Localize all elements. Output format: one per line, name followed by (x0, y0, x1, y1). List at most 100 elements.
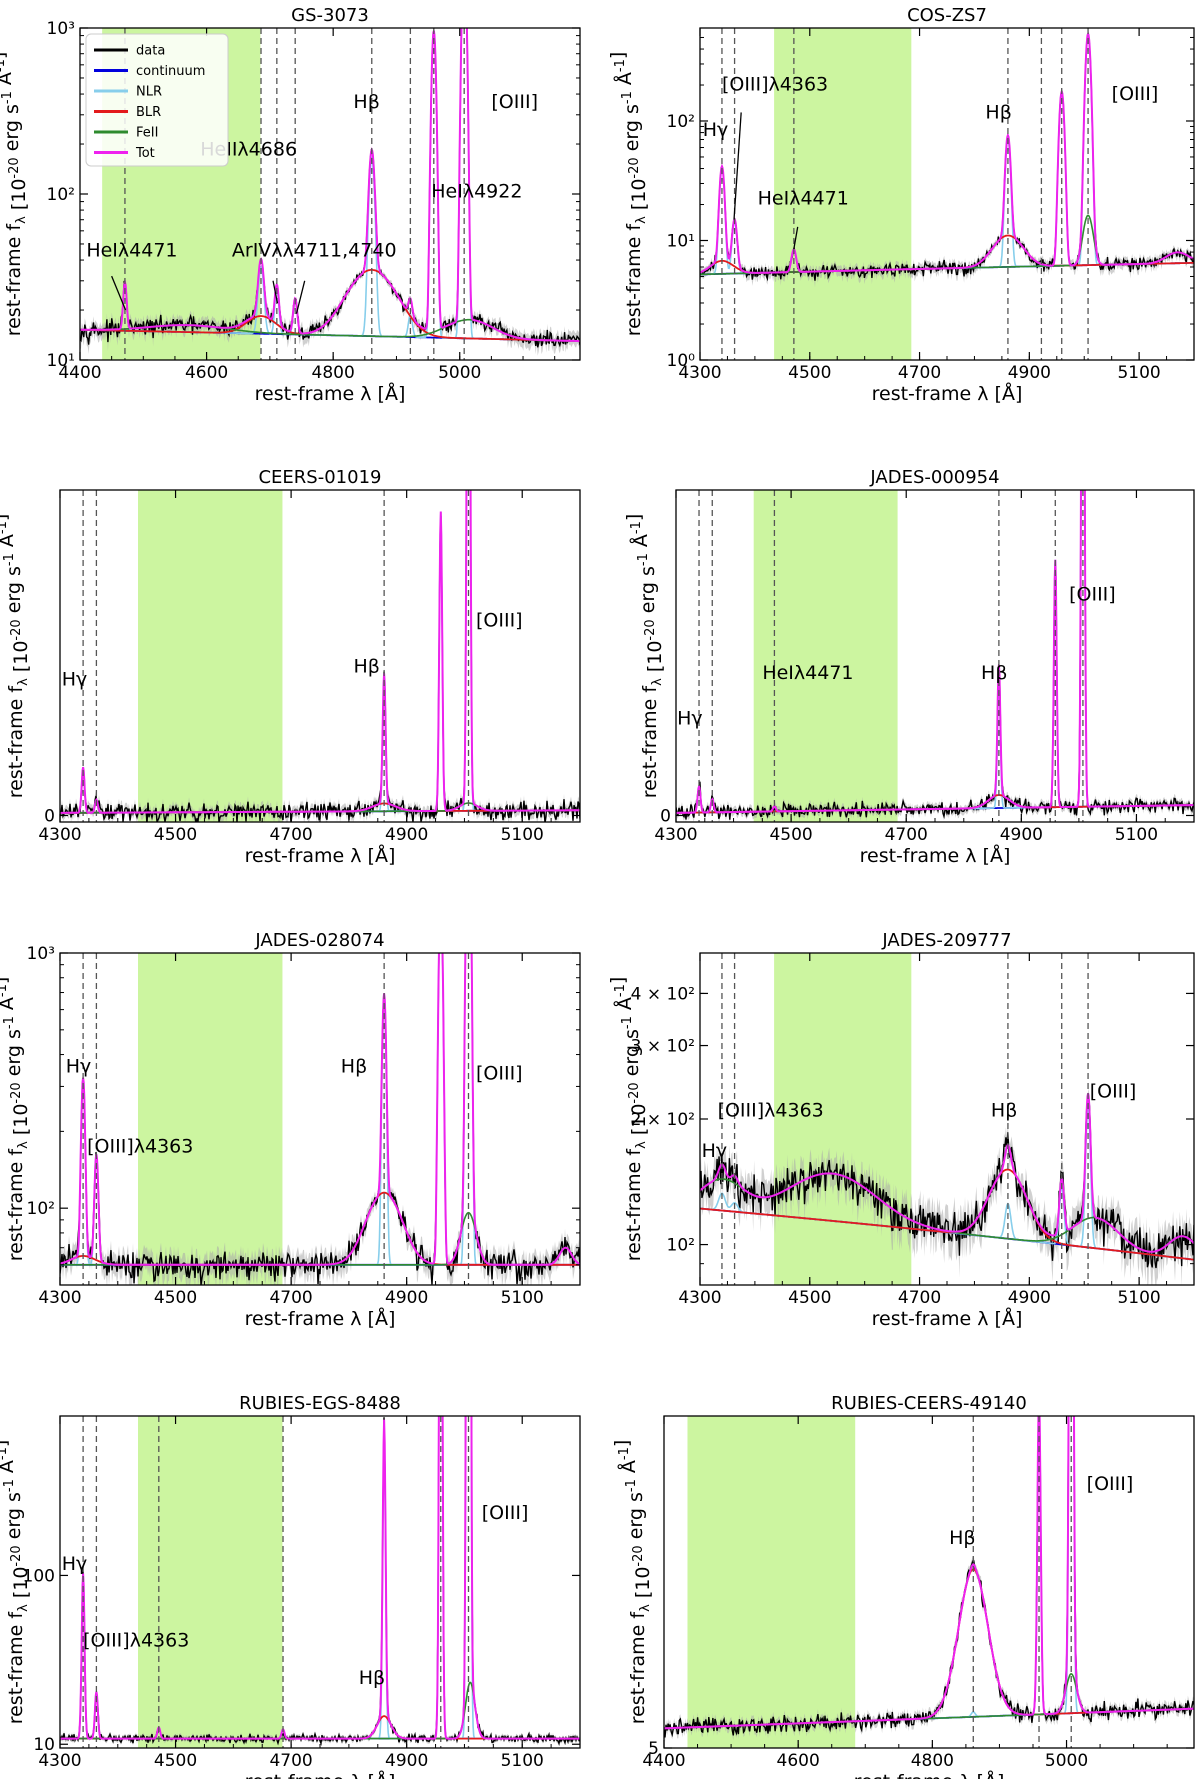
chart-title: JADES-028074 (254, 930, 384, 951)
x-tick-label: 4700 (885, 825, 928, 845)
annotation-pointer (111, 275, 127, 311)
x-tick-label: 4600 (777, 1751, 820, 1771)
y-tick-label: 10³ (47, 19, 75, 39)
annotation-pointer (272, 280, 279, 304)
y-tick-label: 10² (27, 1199, 55, 1219)
x-tick-label: 4800 (312, 363, 355, 383)
y-tick-label: 10² (667, 112, 695, 132)
plot-area (700, 953, 1194, 1285)
x-tick-label: 4300 (654, 825, 697, 845)
series-tot (80, 28, 580, 343)
x-tick-label: 4900 (1008, 363, 1051, 383)
series-tot (60, 1416, 580, 1740)
series-tot (676, 490, 1194, 814)
y-axis-label: rest-frame fλ [10-20 erg s-1 Å-1] (0, 514, 32, 799)
legend-label: Tot (135, 146, 155, 161)
series-tot (700, 1093, 1194, 1253)
legend-label: data (136, 44, 165, 59)
y-axis-label: rest-frame fλ [10-20 erg s-1 Å-1] (0, 1440, 32, 1725)
chart-title: CEERS-01019 (258, 467, 381, 488)
x-tick-label: 4400 (642, 1751, 685, 1771)
x-tick-label: 4900 (1000, 825, 1043, 845)
y-axis-label: rest-frame fλ [10-20 erg s-1 Å-1] (623, 514, 666, 799)
chart-title: GS-3073 (291, 5, 369, 26)
line-annotation: [OIII] (491, 91, 538, 113)
line-annotation: Hγ (66, 1056, 92, 1078)
y-tick-label: 0 (660, 806, 671, 826)
chart-title: JADES-000954 (869, 467, 999, 488)
y-tick-label: 10⁰ (667, 351, 696, 371)
line-annotation: HeIλ4922 (431, 181, 522, 203)
x-axis-label: rest-frame λ [Å] (854, 1770, 1005, 1779)
chart-panel-p6: 4300 4500 4700 4900 5100 10 100 RUBIES-EGS-8488… (0, 1393, 581, 1779)
line-annotation: [OIII] (476, 1062, 523, 1084)
x-tick-label: 4700 (898, 1288, 941, 1308)
x-axis-label: rest-frame λ [Å] (860, 844, 1011, 867)
line-annotation: [OIII]λ4363 (83, 1630, 189, 1652)
x-axis-label: rest-frame λ [Å] (255, 382, 406, 405)
legend-label: NLR (136, 85, 162, 100)
line-annotation: HeIλ4471 (758, 188, 849, 210)
x-tick-label: 4300 (38, 825, 81, 845)
series-tot (700, 30, 1194, 274)
y-tick-label: 10¹ (667, 231, 695, 251)
annotation-pointer (733, 112, 742, 220)
x-tick-label: 4900 (385, 1288, 428, 1308)
chart-panel-p4: 4300 4500 4700 4900 5100 10² 10³ JADES-028074 re… (0, 930, 581, 1330)
chart-panel-p5: 4300 4500 4700 4900 5100 10² 2 × 10² 3 × 10² 4 ×… (607, 930, 1195, 1330)
shaded-region (138, 953, 283, 1285)
x-tick-label: 4700 (898, 363, 941, 383)
plot-area (664, 1416, 1194, 1748)
x-tick-label: 5000 (1045, 1751, 1088, 1771)
y-tick-label: 5 (648, 1739, 659, 1759)
x-tick-label: 5100 (1117, 1288, 1160, 1308)
series-data (676, 490, 1194, 820)
y-tick-label: 10 (33, 1735, 55, 1755)
series-tot (664, 1416, 1194, 1730)
plot-area (700, 28, 1194, 360)
x-tick-label: 4500 (788, 363, 831, 383)
x-tick-label: 4700 (269, 825, 312, 845)
line-annotation: ArIVλλ4711,4740 (232, 240, 397, 262)
y-tick-label: 100 (23, 1566, 55, 1586)
line-annotation: [OIII]λ4363 (722, 73, 828, 95)
chart-title: RUBIES-CEERS-49140 (831, 1393, 1027, 1414)
x-tick-label: 4400 (58, 363, 101, 383)
x-axis-label: rest-frame λ [Å] (245, 1770, 396, 1779)
x-axis-label: rest-frame λ [Å] (872, 382, 1023, 405)
x-tick-label: 4300 (38, 1751, 81, 1771)
line-annotation: Hβ (353, 91, 379, 113)
x-axis-label: rest-frame λ [Å] (872, 1307, 1023, 1330)
x-tick-label: 4900 (1008, 1288, 1051, 1308)
line-annotation: [OIII]λ4363 (718, 1099, 824, 1121)
shaded-region (687, 1416, 856, 1748)
x-tick-label: 4500 (769, 825, 812, 845)
y-tick-label: 10² (47, 185, 75, 205)
annotation-pointer (793, 226, 799, 250)
plot-area (676, 490, 1194, 822)
line-annotation: [OIII] (1090, 1081, 1137, 1103)
shaded-region (138, 490, 283, 822)
line-annotation: Hβ (985, 101, 1011, 123)
line-annotation: Hβ (949, 1527, 975, 1549)
line-annotation: Hγ (677, 707, 703, 729)
line-annotation: [OIII] (1069, 584, 1116, 606)
x-axis-label: rest-frame λ [Å] (245, 1307, 396, 1330)
x-tick-label: 4800 (911, 1751, 954, 1771)
axes-frame (663, 1415, 1195, 1749)
legend: data continuum NLR BLR FeII Tot (85, 33, 229, 167)
y-tick-label: 0 (44, 806, 55, 826)
chart-panel-p0: 4400 4600 4800 5000 10¹ 10² 10³ GS-3073 rest-fra… (0, 5, 581, 405)
line-annotation: HeIλ4471 (86, 240, 177, 262)
x-tick-label: 4700 (269, 1288, 312, 1308)
chart-panel-p1: 4300 4500 4700 4900 5100 10⁰ 10¹ 10² COS-ZS7 rest… (607, 5, 1195, 405)
plot-area (60, 490, 580, 822)
legend-label: continuum (136, 64, 205, 79)
y-axis-label: rest-frame fλ [10-20 erg s-1 Å-1] (611, 1440, 654, 1725)
chart-title: COS-ZS7 (907, 5, 987, 26)
shaded-region (753, 490, 898, 822)
x-tick-label: 4500 (154, 1288, 197, 1308)
x-tick-label: 5100 (501, 1288, 544, 1308)
series-blr (700, 1168, 1194, 1261)
